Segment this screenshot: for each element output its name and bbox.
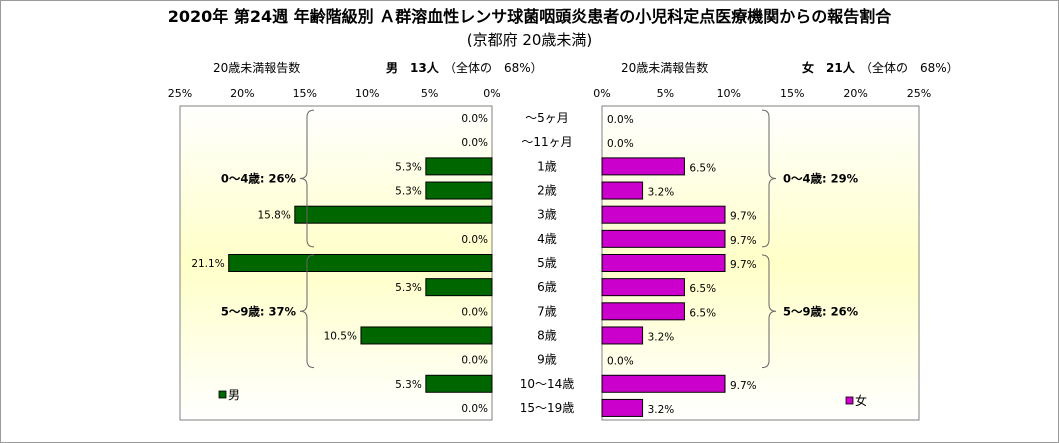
age-category-label: ～11ヶ月 [521, 135, 572, 149]
female-value-label: 6.5% [689, 162, 716, 174]
female-value-label: 0.0% [607, 114, 634, 126]
age-category-label: 4歳 [537, 232, 557, 246]
male-bar [425, 374, 493, 393]
male-value-label: 5.3% [395, 379, 422, 391]
female-bar [601, 157, 685, 176]
male-value-label: 0.0% [461, 306, 488, 318]
male-value-label: 0.0% [461, 355, 488, 367]
age-category-label: 10～14歳 [520, 377, 575, 391]
male-value-label: 15.8% [257, 210, 290, 222]
female-value-label: 6.5% [689, 307, 716, 319]
female-value-label: 3.2% [648, 404, 675, 416]
female-share-label: （全体の 68%） [860, 61, 959, 75]
male-value-label: 10.5% [324, 330, 357, 342]
age-category-label: 7歳 [537, 304, 557, 318]
male-group-label: 5～9歳: 37% [221, 304, 297, 318]
male-group-brace [299, 109, 315, 248]
female-x-tick-label: 10% [717, 87, 741, 100]
chart-title: 2020年 第24週 年齢階級別 Ａ群溶血性レンサ球菌咽頭炎患者の小児科定点医療… [167, 7, 892, 26]
male-share-label: （全体の 68%） [444, 61, 543, 75]
chart-subtitle: (京都府 20歳未満) [466, 31, 593, 49]
female-legend-label: 女 [855, 393, 867, 408]
age-category-label: 1歳 [537, 159, 557, 173]
male-bar [294, 205, 493, 224]
age-category-label: 3歳 [537, 208, 557, 222]
male-value-label: 5.3% [395, 161, 422, 173]
female-group-brace [761, 109, 777, 248]
male-x-tick-label: 20% [230, 87, 254, 100]
male-group-label: 0～4歳: 26% [221, 171, 297, 185]
male-bar [228, 254, 493, 272]
male-value-label: 0.0% [461, 403, 488, 415]
female-bar [601, 205, 726, 224]
male-x-tick-label: 25% [168, 87, 192, 100]
age-category-label: 6歳 [537, 280, 557, 294]
male-value-label: 0.0% [461, 137, 488, 149]
female-value-label: 6.5% [689, 283, 716, 295]
male-x-tick-label: 10% [355, 87, 379, 100]
female-group-brace [761, 254, 777, 369]
female-legend-swatch [845, 396, 854, 405]
female-header-label: 20歳未満報告数 [621, 61, 709, 75]
male-value-label: 0.0% [461, 234, 488, 246]
male-count-label: 男 13人 [386, 61, 439, 75]
male-value-label: 5.3% [395, 282, 422, 294]
male-value-label: 0.0% [461, 113, 488, 125]
female-bar [601, 302, 685, 321]
male-group-brace [299, 254, 315, 369]
female-bar [601, 181, 644, 200]
male-bar [425, 181, 493, 200]
male-x-tick-label: 15% [293, 87, 317, 100]
male-value-label: 5.3% [395, 186, 422, 198]
female-value-label: 3.2% [648, 187, 675, 199]
age-category-label: 5歳 [537, 256, 557, 270]
female-value-label: 0.0% [607, 138, 634, 150]
female-value-label: 9.7% [730, 235, 757, 247]
female-bar [601, 326, 644, 345]
female-bar [601, 398, 644, 417]
female-value-label: 0.0% [607, 356, 634, 368]
age-category-label: ～5ヶ月 [525, 111, 569, 125]
female-value-label: 9.7% [730, 259, 757, 271]
female-bar [601, 374, 726, 393]
female-bar [601, 278, 685, 297]
male-x-tick-label: 0% [483, 87, 500, 100]
female-value-label: 9.7% [730, 380, 757, 392]
male-legend-label: 男 [228, 388, 240, 402]
female-x-tick-label: 5% [657, 87, 674, 100]
age-category-label: 8歳 [537, 328, 557, 342]
age-category-label: 15～19歳 [520, 401, 575, 415]
female-count-label: 女 21人 [802, 61, 855, 75]
female-bar [601, 229, 726, 248]
female-value-label: 3.2% [648, 331, 675, 343]
male-bar [425, 278, 493, 297]
female-group-label: 0～4歳: 29% [783, 171, 859, 185]
male-legend-swatch [218, 390, 227, 399]
male-header-label: 20歳未満報告数 [213, 61, 301, 75]
female-x-tick-label: 25% [907, 87, 931, 100]
age-category-label: 2歳 [537, 184, 557, 198]
male-value-label: 21.1% [191, 258, 224, 270]
female-x-tick-label: 0% [593, 87, 610, 100]
female-group-label: 5～9歳: 26% [783, 304, 859, 318]
female-x-tick-label: 20% [843, 87, 867, 100]
female-x-tick-label: 15% [780, 87, 804, 100]
male-bar [360, 326, 493, 345]
age-category-label: 9歳 [537, 353, 557, 367]
male-bar [425, 157, 493, 176]
female-bar [601, 254, 726, 272]
male-x-tick-label: 5% [421, 87, 438, 100]
female-value-label: 9.7% [730, 211, 757, 223]
